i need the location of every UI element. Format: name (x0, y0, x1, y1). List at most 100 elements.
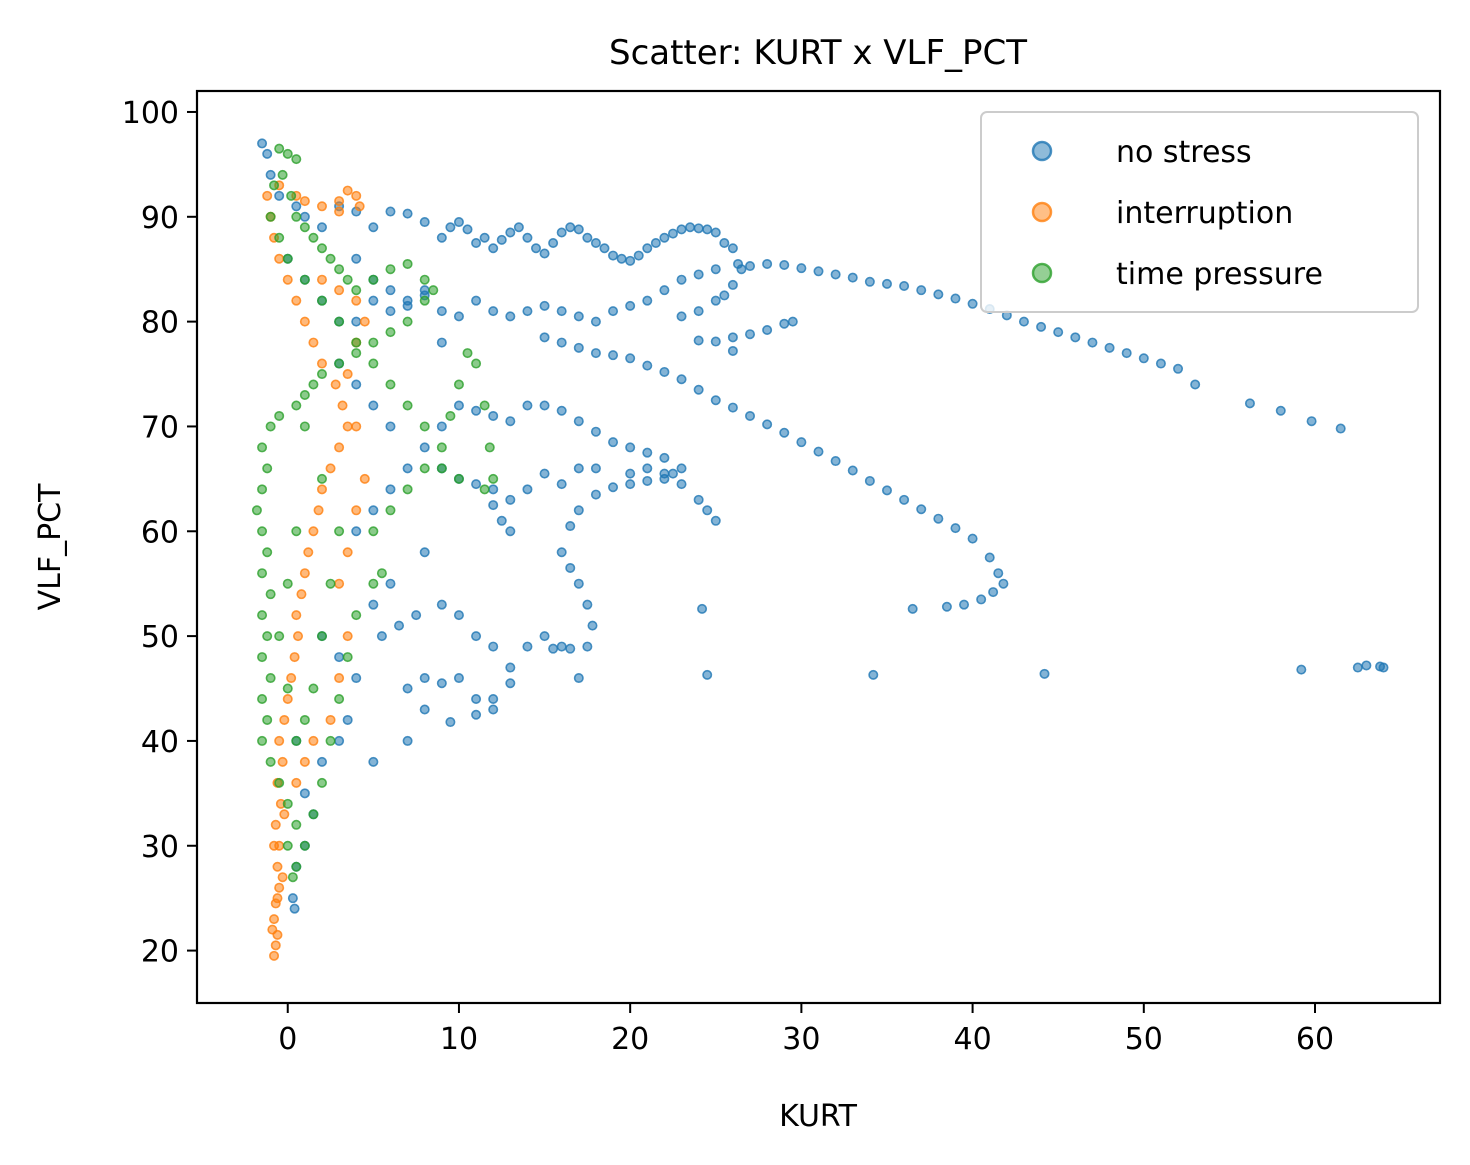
data-point-no-stress (727, 345, 738, 356)
data-point-no-stress (505, 494, 516, 505)
data-point-no-stress (411, 610, 422, 621)
data-point-time-pressure (342, 652, 353, 663)
data-point-interruption (334, 578, 345, 589)
data-point-time-pressure (385, 264, 396, 275)
data-point-no-stress (659, 366, 670, 377)
data-point-no-stress (287, 893, 298, 904)
data-point-no-stress (573, 578, 584, 589)
y-tick-label: 90 (141, 201, 179, 236)
data-point-no-stress (453, 400, 464, 411)
data-point-no-stress (385, 421, 396, 432)
data-point-no-stress (419, 442, 430, 453)
data-point-time-pressure (257, 652, 268, 663)
data-point-interruption (262, 190, 273, 201)
data-point-time-pressure (282, 253, 293, 264)
data-point-time-pressure (274, 631, 285, 642)
data-point-no-stress (693, 384, 704, 395)
data-point-time-pressure (484, 442, 495, 453)
data-point-no-stress (667, 468, 678, 479)
data-point-no-stress (608, 350, 619, 361)
data-point-time-pressure (479, 484, 490, 495)
data-point-no-stress (762, 325, 773, 336)
data-point-no-stress (796, 437, 807, 448)
data-point-time-pressure (282, 840, 293, 851)
data-point-no-stress (565, 562, 576, 573)
data-point-no-stress (471, 479, 482, 490)
data-point-interruption (279, 809, 290, 820)
data-point-no-stress (556, 337, 567, 348)
legend: no stress interruption time pressure (980, 111, 1419, 313)
data-point-no-stress (727, 332, 738, 343)
data-point-time-pressure (445, 410, 456, 421)
data-point-time-pressure (316, 295, 327, 306)
data-point-no-stress (608, 482, 619, 493)
data-point-time-pressure (342, 274, 353, 285)
data-point-no-stress (462, 224, 473, 235)
data-point-no-stress (659, 232, 670, 243)
data-point-no-stress (1361, 660, 1372, 671)
data-point-no-stress (697, 603, 708, 614)
data-point-time-pressure (368, 526, 379, 537)
data-point-time-pressure (265, 421, 276, 432)
data-point-no-stress (916, 504, 927, 515)
data-point-no-stress (488, 693, 499, 704)
data-point-no-stress (950, 523, 961, 534)
data-point-no-stress (419, 285, 430, 296)
data-point-time-pressure (265, 756, 276, 767)
data-point-no-stress (539, 468, 550, 479)
data-point-time-pressure (316, 777, 327, 788)
data-point-time-pressure (287, 872, 298, 883)
data-point-time-pressure (262, 631, 273, 642)
data-point-no-stress (779, 260, 790, 271)
data-point-no-stress (745, 261, 756, 272)
x-tick-label: 30 (782, 1022, 820, 1057)
data-point-no-stress (642, 475, 653, 486)
data-point-no-stress (436, 232, 447, 243)
points-layer (251, 138, 1389, 961)
data-point-time-pressure (385, 505, 396, 516)
data-point-time-pressure (368, 578, 379, 589)
data-point-no-stress (436, 678, 447, 689)
data-point-no-stress (582, 599, 593, 610)
data-point-interruption (325, 714, 336, 725)
data-point-interruption (334, 442, 345, 453)
data-point-interruption (334, 285, 345, 296)
data-point-interruption (274, 840, 285, 851)
data-point-no-stress (342, 714, 353, 725)
data-point-no-stress (351, 673, 362, 684)
data-point-no-stress (419, 547, 430, 558)
data-point-time-pressure (291, 861, 302, 872)
data-point-time-pressure (257, 693, 268, 704)
legend-label-no-stress: no stress (1116, 135, 1252, 170)
data-point-no-stress (633, 250, 644, 261)
data-point-no-stress (394, 620, 405, 631)
data-point-no-stress (496, 234, 507, 245)
data-point-interruption (269, 950, 280, 961)
data-point-no-stress (1190, 379, 1201, 390)
data-point-no-stress (864, 475, 875, 486)
data-point-time-pressure (316, 369, 327, 380)
x-axis: 0 10 20 30 40 50 60 (278, 1003, 1334, 1057)
data-point-no-stress (565, 521, 576, 532)
data-point-time-pressure (277, 169, 288, 180)
data-point-no-stress (385, 206, 396, 217)
data-point-time-pressure (325, 735, 336, 746)
data-point-interruption (296, 589, 307, 600)
data-point-interruption (316, 358, 327, 369)
data-point-no-stress (505, 227, 516, 238)
data-point-no-stress (351, 253, 362, 264)
data-point-time-pressure (351, 610, 362, 621)
data-point-no-stress (1352, 662, 1363, 673)
y-axis-label: VLF_PCT (33, 483, 68, 611)
data-point-no-stress (1036, 321, 1047, 332)
data-point-no-stress (745, 410, 756, 421)
data-point-no-stress (1138, 353, 1149, 364)
data-point-no-stress (796, 263, 807, 274)
data-point-no-stress (539, 300, 550, 311)
data-point-time-pressure (488, 473, 499, 484)
data-point-interruption (299, 568, 310, 579)
data-point-interruption (359, 473, 370, 484)
data-point-no-stress (419, 673, 430, 684)
data-point-time-pressure (265, 589, 276, 600)
data-point-interruption (270, 819, 281, 830)
